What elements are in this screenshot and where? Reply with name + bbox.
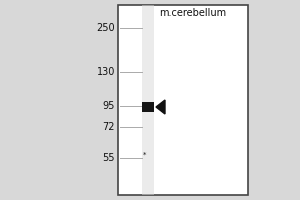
- Text: m.cerebellum: m.cerebellum: [159, 8, 226, 18]
- Text: 95: 95: [103, 101, 115, 111]
- Text: 130: 130: [97, 67, 115, 77]
- Polygon shape: [156, 100, 165, 114]
- Text: 250: 250: [96, 23, 115, 33]
- Text: 72: 72: [103, 122, 115, 132]
- Bar: [142, 5, 154, 195]
- Text: 55: 55: [103, 153, 115, 163]
- Text: *: *: [143, 152, 147, 158]
- Bar: [118, 5, 248, 195]
- Bar: [142, 102, 154, 112]
